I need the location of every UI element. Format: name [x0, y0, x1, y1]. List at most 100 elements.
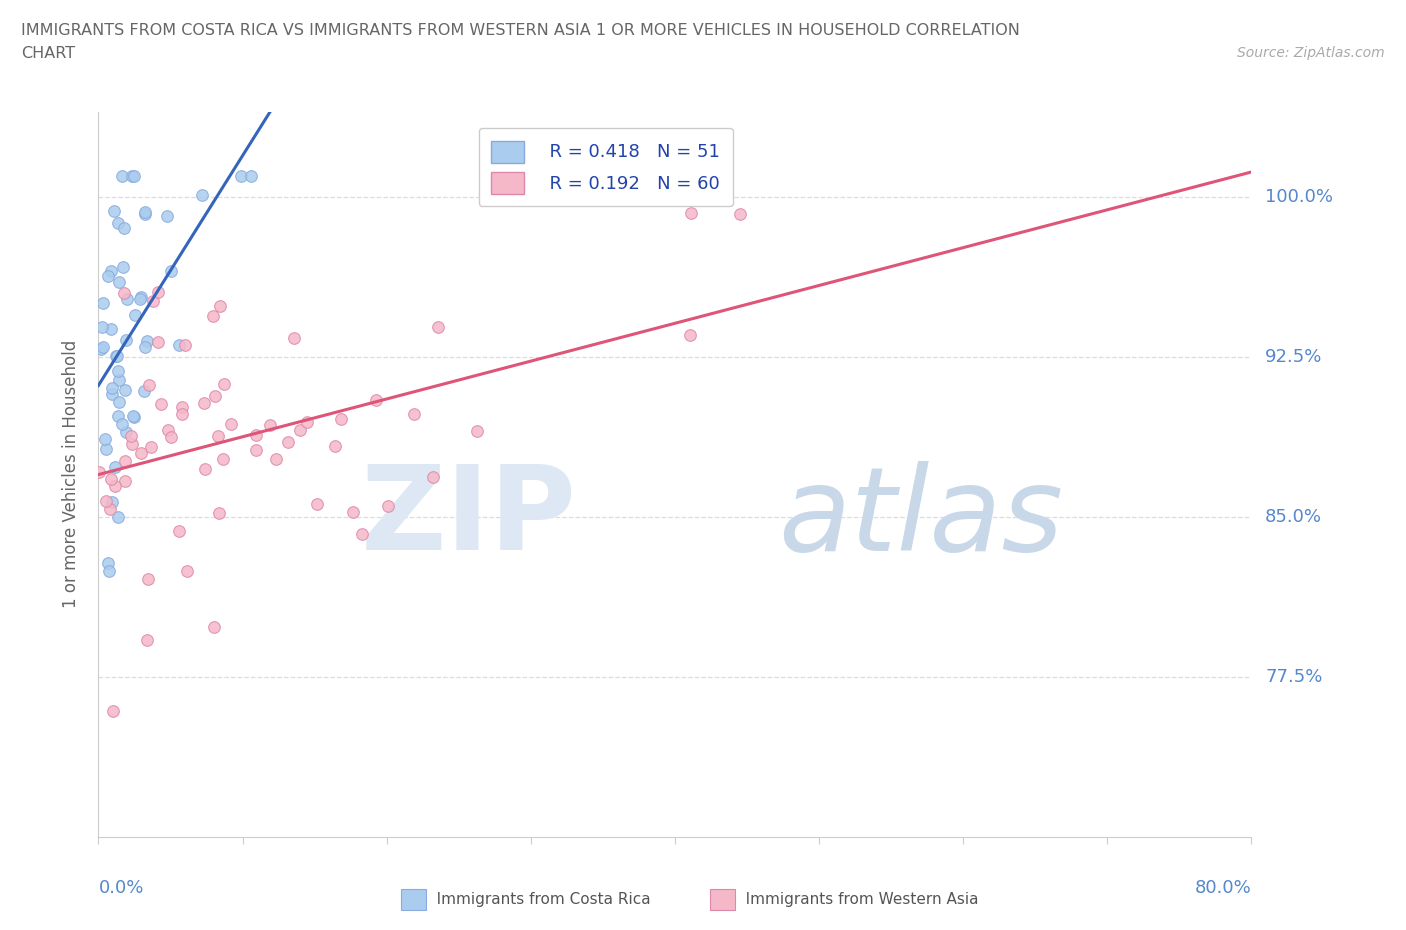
Point — [131, 290, 153, 305]
Point — [114, 473, 136, 488]
Point — [112, 286, 135, 300]
Point — [121, 168, 143, 183]
Point — [111, 417, 134, 432]
Point — [108, 373, 131, 388]
Point — [100, 263, 122, 278]
Point — [134, 339, 156, 354]
Point — [277, 435, 299, 450]
Point — [156, 208, 179, 223]
Point — [97, 269, 120, 284]
Point — [295, 415, 318, 430]
Point — [91, 296, 114, 311]
Text: atlas: atlas — [779, 461, 1064, 575]
Point — [114, 454, 136, 469]
Point — [377, 499, 399, 514]
Point — [103, 203, 125, 218]
Point — [101, 381, 124, 396]
Point — [290, 422, 312, 437]
Point — [202, 619, 225, 634]
Point — [146, 285, 169, 299]
Point — [219, 416, 242, 431]
Point — [136, 572, 159, 587]
Point — [94, 432, 117, 446]
Point — [366, 392, 388, 407]
Point — [117, 292, 139, 307]
Point — [111, 168, 134, 183]
Point — [427, 319, 450, 334]
Text: ZIP: ZIP — [361, 460, 576, 576]
Point — [107, 216, 129, 231]
Point — [94, 494, 117, 509]
Point — [101, 387, 124, 402]
Text: CHART: CHART — [21, 46, 75, 61]
Point — [402, 406, 425, 421]
Point — [681, 206, 703, 220]
Y-axis label: 1 or more Vehicles in Household: 1 or more Vehicles in Household — [62, 340, 80, 608]
Point — [101, 703, 124, 718]
Point — [138, 378, 160, 392]
Text: 85.0%: 85.0% — [1265, 508, 1322, 526]
Point — [325, 438, 347, 453]
Point — [229, 168, 252, 183]
Point — [465, 424, 488, 439]
Point — [104, 459, 127, 474]
Point — [104, 479, 127, 494]
Point — [101, 495, 124, 510]
Point — [142, 293, 165, 308]
Point — [121, 408, 143, 423]
Point — [283, 331, 305, 346]
Point — [89, 464, 111, 479]
Point — [107, 364, 129, 379]
Point — [100, 472, 122, 486]
Point — [98, 501, 121, 516]
Point — [136, 633, 159, 648]
Point — [201, 309, 224, 324]
Point — [159, 430, 181, 445]
Point — [167, 338, 190, 352]
Point — [207, 505, 229, 520]
Point — [107, 408, 129, 423]
Point — [194, 461, 217, 476]
Point — [728, 206, 751, 221]
Point — [134, 384, 156, 399]
Text: IMMIGRANTS FROM COSTA RICA VS IMMIGRANTS FROM WESTERN ASIA 1 OR MORE VEHICLES IN: IMMIGRANTS FROM COSTA RICA VS IMMIGRANTS… — [21, 23, 1019, 38]
Text: Immigrants from Western Asia: Immigrants from Western Asia — [731, 892, 979, 907]
Point — [112, 220, 135, 235]
Point — [330, 412, 353, 427]
Point — [191, 187, 214, 202]
Point — [208, 299, 231, 313]
Point — [90, 342, 112, 357]
Point — [150, 396, 173, 411]
Point — [204, 388, 226, 403]
Point — [422, 470, 444, 485]
Point — [121, 436, 143, 451]
Point — [173, 337, 195, 352]
Point — [167, 524, 190, 538]
Point — [91, 339, 114, 354]
Point — [114, 332, 136, 347]
Point — [114, 425, 136, 440]
Point — [245, 428, 267, 443]
Point — [134, 205, 156, 219]
Point — [114, 382, 136, 397]
Point — [120, 429, 142, 444]
Point — [97, 564, 120, 578]
Point — [105, 349, 128, 364]
Point — [94, 442, 117, 457]
Text: 92.5%: 92.5% — [1265, 348, 1323, 366]
Point — [342, 505, 364, 520]
Point — [207, 429, 229, 444]
Point — [124, 308, 146, 323]
Point — [97, 555, 120, 570]
Point — [307, 497, 329, 512]
Point — [212, 452, 235, 467]
Point — [193, 395, 215, 410]
Point — [134, 206, 156, 221]
Point — [131, 445, 153, 460]
Point — [108, 274, 131, 289]
Text: 0.0%: 0.0% — [98, 879, 143, 897]
Point — [259, 418, 281, 432]
Point — [111, 259, 134, 274]
Point — [146, 334, 169, 349]
Point — [107, 394, 129, 409]
